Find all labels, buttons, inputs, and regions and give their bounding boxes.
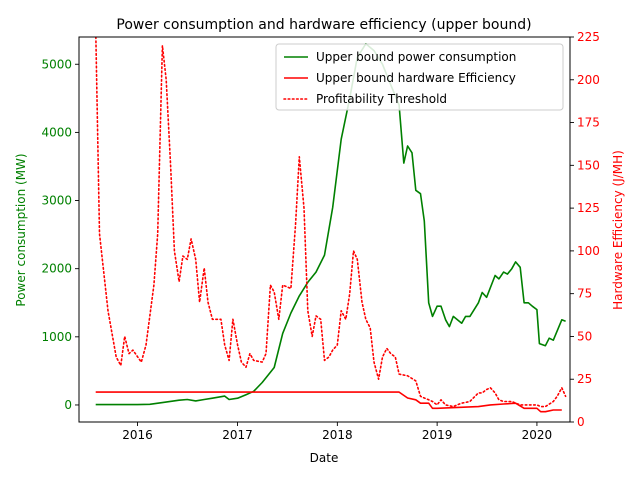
y-left-tick-label: 4000 [41, 125, 72, 139]
chart-title: Power consumption and hardware efficienc… [116, 17, 531, 33]
legend-label: Upper bound power consumption [316, 50, 516, 64]
y-right-tick-label: 100 [577, 244, 600, 258]
series-layer [95, 37, 567, 413]
y-right-tick-label: 150 [577, 158, 600, 172]
legend-label: Upper bound hardware Efficiency [316, 71, 516, 85]
y-axis-right: 0 25 50 75 100 125 150 175 200 225 [570, 30, 600, 429]
y-axis-right-label: Hardware Efficiency (J/MH) [611, 150, 625, 310]
legend-box [275, 43, 564, 111]
x-tick-label: 2016 [122, 428, 153, 442]
y-right-tick-label: 50 [577, 329, 592, 343]
x-tick-label: 2019 [422, 428, 453, 442]
y-left-tick-label: 5000 [41, 57, 72, 71]
series-line-1 [95, 42, 566, 406]
y-right-tick-label: 225 [577, 30, 600, 44]
y-axis-left: 0 1000 2000 3000 4000 5000 [41, 57, 79, 412]
x-axis-label: Date [310, 451, 339, 465]
y-left-tick-label: 1000 [41, 330, 72, 344]
x-tick-label: 2018 [322, 428, 353, 442]
series-line-2 [95, 391, 562, 413]
y-right-tick-label: 125 [577, 201, 600, 215]
y-right-tick-label: 200 [577, 73, 600, 87]
y-right-tick-label: 175 [577, 116, 600, 130]
y-left-tick-label: 2000 [41, 262, 72, 276]
plot-frame [78, 36, 571, 423]
x-tick-label: 2017 [222, 428, 253, 442]
legend-label: Profitability Threshold [316, 92, 447, 106]
legend: Upper bound power consumption Upper bound… [275, 43, 564, 111]
y-left-tick-label: 0 [64, 398, 72, 412]
y-left-tick-label: 3000 [41, 194, 72, 208]
y-right-tick-label: 0 [577, 415, 585, 429]
x-axis: 2016 2017 2018 2019 2020 [122, 422, 552, 442]
y-right-tick-label: 25 [577, 372, 592, 386]
y-axis-left-label: Power consumption (MW) [14, 153, 28, 306]
x-tick-label: 2020 [522, 428, 553, 442]
series-line-3 [95, 37, 567, 408]
y-right-tick-label: 75 [577, 287, 592, 301]
